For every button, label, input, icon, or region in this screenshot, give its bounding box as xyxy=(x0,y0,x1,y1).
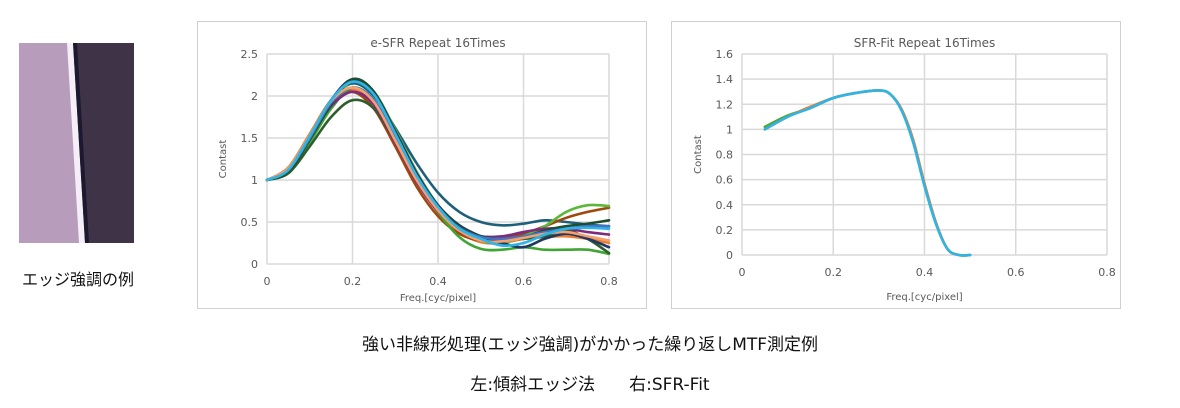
x-tick-label: 0.8 xyxy=(1098,266,1116,279)
chart-title: e-SFR Repeat 16Times xyxy=(370,36,505,50)
x-tick-label: 0.6 xyxy=(1007,266,1025,279)
y-tick-label: 0 xyxy=(251,258,258,271)
y-tick-label: 1 xyxy=(726,123,733,136)
y-tick-label: 1 xyxy=(251,174,258,187)
sfrfit-chart: 0 0.2 0.4 0.6 0.8 1 1.2 1.4 1.6 0 0.2 0.4 0.6 0.8 SFR-… xyxy=(671,21,1121,309)
edge-sample-image xyxy=(19,43,134,243)
y-axis-label: Contast xyxy=(693,135,704,174)
x-axis-label: Freq.[cyc/pixel] xyxy=(400,293,476,304)
y-tick-label: 0.5 xyxy=(241,216,259,229)
x-axis-label: Freq.[cyc/pixel] xyxy=(886,292,962,303)
caption-line-2: 左:傾斜エッジ法 右:SFR-Fit xyxy=(470,375,710,395)
y-tick-label: 1.5 xyxy=(241,132,259,145)
series-line xyxy=(265,80,611,247)
x-tick-label: 0 xyxy=(264,275,271,288)
chart-title: SFR-Fit Repeat 16Times xyxy=(854,36,996,50)
y-tick-label: 0.2 xyxy=(716,224,734,237)
x-tick-label: 0.4 xyxy=(916,266,934,279)
y-tick-label: 0.6 xyxy=(716,174,734,187)
x-tick-label: 0 xyxy=(739,266,746,279)
y-tick-label: 0 xyxy=(726,249,733,262)
y-tick-label: 1.4 xyxy=(716,73,734,86)
sample-label: エッジ強調の例 xyxy=(22,270,135,289)
caption-line-1: 強い非線形処理(エッジ強調)がかかった繰り返しMTF測定例 xyxy=(361,335,819,355)
esfr-chart: 0 0.5 1 1.5 2 2.5 0 0.2 0.4 0.6 0.8 e-SFR Repeat 16… xyxy=(197,21,647,309)
x-tick-label: 0.8 xyxy=(600,275,618,288)
y-tick-label: 2 xyxy=(251,90,258,103)
y-tick-label: 0.8 xyxy=(716,149,734,162)
x-tick-label: 0.6 xyxy=(515,275,533,288)
series-line xyxy=(763,89,972,257)
y-tick-label: 0.4 xyxy=(716,199,734,212)
y-tick-label: 1.6 xyxy=(716,48,734,61)
x-tick-label: 0.2 xyxy=(825,266,843,279)
y-tick-label: 2.5 xyxy=(241,48,259,61)
x-tick-label: 0.2 xyxy=(344,275,362,288)
x-tick-label: 0.4 xyxy=(429,275,447,288)
y-axis-label: Contast xyxy=(218,140,229,179)
y-tick-label: 1.2 xyxy=(716,98,734,111)
